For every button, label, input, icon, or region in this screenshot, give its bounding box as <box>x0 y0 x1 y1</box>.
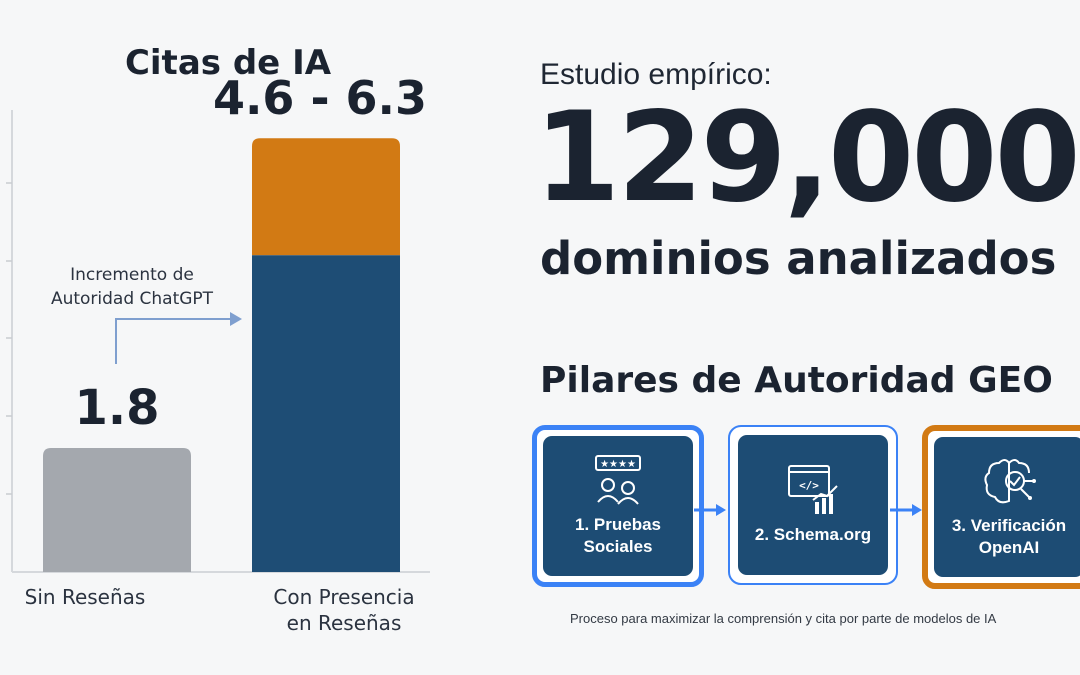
pillar-step-social-proof: ★★★★ 1. Pruebas Sociales <box>532 425 704 587</box>
svg-text:</>: </> <box>799 479 819 492</box>
reviews-icon: ★★★★ <box>595 454 641 505</box>
pillar-step-schema: </> 2. Schema.org <box>728 425 898 585</box>
pillar-step-openai: 3. Verificación OpenAI <box>922 425 1080 589</box>
x-tick-label: Con Presencia <box>273 585 414 609</box>
ai-citations-chart: Citas de IA 1.8 Sin Reseñas 4.6 - 6.3 Con Pr… <box>6 43 430 635</box>
domains-caption: dominios analizados <box>540 232 1057 285</box>
bar <box>252 255 400 572</box>
code-chart-icon: </> <box>788 464 838 514</box>
annotation-arrow <box>115 318 232 364</box>
flow-arrow-icon <box>890 504 922 516</box>
annotation-text: Autoridad ChatGPT <box>51 289 214 309</box>
annotation-arrowhead <box>230 312 242 326</box>
ai-brain-icon <box>984 458 1036 504</box>
pillar-step-label: 3. Verificación OpenAI <box>951 515 1067 557</box>
bar <box>43 448 191 572</box>
svg-text:★★★★: ★★★★ <box>600 459 636 470</box>
pillars-title: Pilares de Autoridad GEO <box>540 360 1053 401</box>
x-tick-label: en Reseñas <box>287 611 402 635</box>
domains-count: 129,000 <box>534 86 1080 230</box>
study-label: Estudio empírico: <box>540 58 772 91</box>
x-tick-label: Sin Reseñas <box>25 585 146 609</box>
pillar-step-label: 1. Pruebas Sociales <box>575 514 661 556</box>
bar-range-segment <box>252 138 400 256</box>
pillar-step-label: 2. Schema.org <box>754 524 872 544</box>
bar-data-label: 4.6 - 6.3 <box>213 71 427 125</box>
chart-title: Citas de IA <box>125 43 332 83</box>
bar-data-label: 1.8 <box>74 380 159 436</box>
process-footnote: Proceso para maximizar la comprensión y … <box>570 611 997 626</box>
annotation-text: Incremento de <box>70 265 194 285</box>
flow-arrow-icon <box>694 504 726 516</box>
